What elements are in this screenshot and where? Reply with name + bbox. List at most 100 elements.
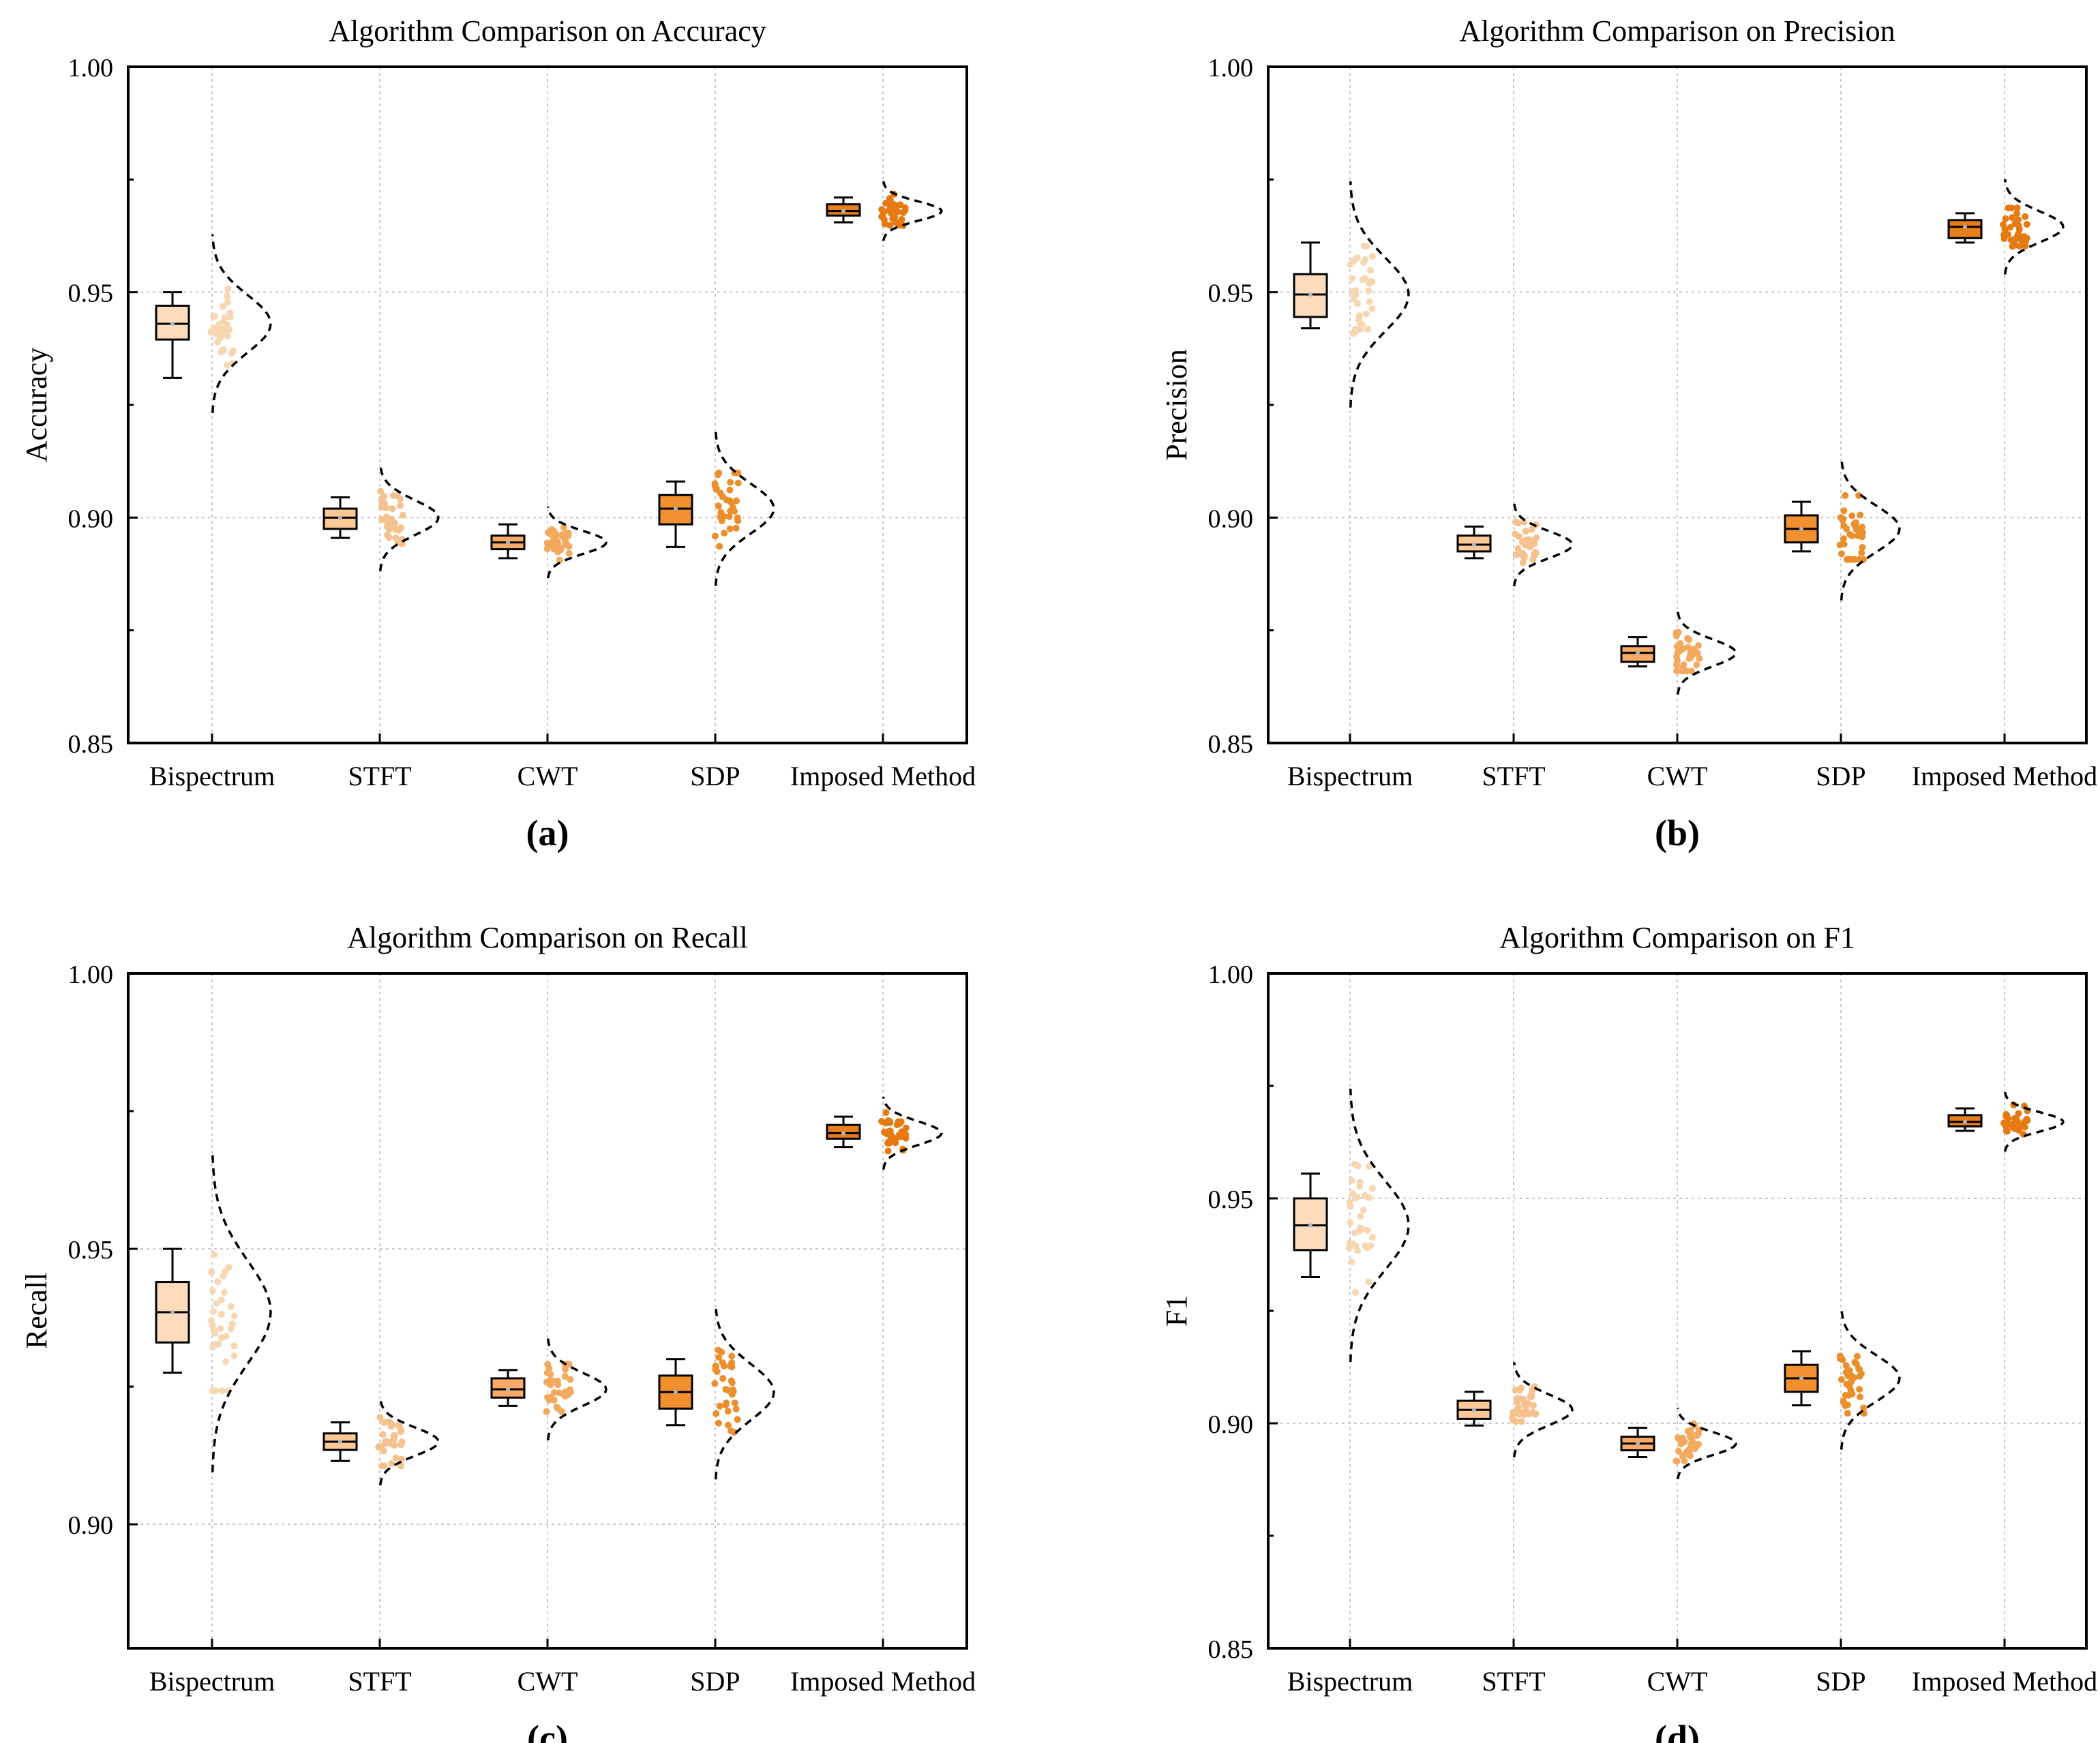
density-curve xyxy=(1676,611,1737,695)
scatter-point xyxy=(1842,1362,1850,1369)
density-curve xyxy=(882,1096,943,1170)
scatter-point xyxy=(209,1321,216,1329)
scatter-point xyxy=(1362,1242,1369,1249)
y-axis-label: Accuracy xyxy=(20,348,53,463)
scatter-point xyxy=(389,505,396,513)
x-tick-label: SDP xyxy=(690,761,740,791)
density-curve xyxy=(211,1152,272,1472)
mean-marker xyxy=(674,506,678,511)
scatter-point xyxy=(2002,1112,2010,1120)
scatter-point xyxy=(380,1462,388,1470)
y-tick-label: 0.95 xyxy=(68,279,114,308)
scatter-point xyxy=(1510,1408,1517,1416)
mean-marker xyxy=(841,209,845,213)
scatter-point xyxy=(230,1352,238,1360)
x-tick-label: CWT xyxy=(518,1666,578,1697)
scatter-point xyxy=(1511,530,1518,538)
scatter-point xyxy=(1856,1386,1863,1393)
scatter-point xyxy=(1840,1397,1847,1405)
x-tick-label: Imposed Method xyxy=(1912,1666,2097,1697)
scatter-point xyxy=(882,200,890,207)
scatter-point xyxy=(878,1117,886,1125)
scatter-point xyxy=(1850,1374,1858,1381)
scatter-point xyxy=(547,530,554,538)
scatter-point xyxy=(716,1402,723,1410)
scatter-point xyxy=(217,1324,224,1332)
scatter-point xyxy=(1352,1288,1360,1296)
mean-marker xyxy=(1308,1223,1312,1228)
y-axis-label: Precision xyxy=(1160,349,1193,461)
scatter-point xyxy=(2023,221,2030,228)
scatter-point xyxy=(888,1132,895,1139)
scatter-point xyxy=(722,1386,730,1393)
scatter-point xyxy=(1855,492,1863,500)
scatter-point xyxy=(1840,541,1848,548)
scatter-point xyxy=(230,1312,238,1320)
x-tick-label: CWT xyxy=(1647,761,1708,791)
panel-accuracy: Algorithm Comparison on Accuracy 0.85 0.90… xyxy=(20,14,976,853)
x-tick-label: Bispectrum xyxy=(1287,761,1413,791)
density-curve xyxy=(714,431,775,586)
scatter-point xyxy=(217,1334,225,1342)
scatter-point xyxy=(892,219,899,226)
scatter-point xyxy=(1858,549,1865,556)
scatter-point xyxy=(2020,1122,2027,1130)
scatter-point xyxy=(1529,556,1537,563)
scatter-point xyxy=(385,534,393,541)
scatter-point xyxy=(1857,1370,1865,1378)
density-curve xyxy=(378,464,440,572)
scatter-point xyxy=(222,1358,230,1365)
scatter-point xyxy=(220,346,227,353)
scatter-point xyxy=(1512,1418,1520,1425)
scatter-point xyxy=(1843,1380,1850,1388)
scatter-point xyxy=(728,1379,736,1386)
scatter-point xyxy=(219,326,226,333)
scatter-point xyxy=(1368,305,1376,312)
density-curve xyxy=(546,1338,608,1441)
x-tick-label: Bispectrum xyxy=(149,1666,275,1697)
scatter-point xyxy=(1361,1192,1368,1199)
plot-frame xyxy=(1267,65,2088,744)
scatter-point xyxy=(567,1386,574,1393)
scatter-point xyxy=(228,1320,236,1328)
scatter-point xyxy=(208,1269,215,1276)
scatter-point xyxy=(545,1365,553,1372)
plot-frame xyxy=(127,65,968,744)
scatter-point xyxy=(389,523,396,530)
scatter-point xyxy=(1857,1393,1864,1401)
scatter-point xyxy=(399,511,406,519)
scatter-point xyxy=(711,532,719,540)
scatter-point xyxy=(2007,237,2015,244)
scatter-point xyxy=(1353,299,1361,307)
y-tick-label: 0.90 xyxy=(1208,1410,1254,1439)
scatter-point xyxy=(720,513,728,520)
scatter-point xyxy=(561,1373,569,1380)
scatter-point xyxy=(2015,226,2023,233)
scatter-point xyxy=(219,303,226,310)
scatter-point xyxy=(1850,520,1858,528)
scatter-point xyxy=(1512,518,1519,526)
scatter-point xyxy=(380,1447,387,1455)
density-curve xyxy=(2003,1091,2065,1152)
scatter-point xyxy=(387,516,395,524)
scatter-point xyxy=(1352,287,1360,294)
x-tick-label: Bispectrum xyxy=(149,761,275,791)
scatter-point xyxy=(560,524,567,531)
scatter-point xyxy=(1349,275,1356,282)
scatter-point xyxy=(388,1421,395,1428)
x-tick-label: Imposed Method xyxy=(790,761,976,791)
scatter-point xyxy=(715,502,722,510)
scatter-point xyxy=(397,1441,405,1449)
scatter-point xyxy=(1686,1452,1694,1459)
scatter-point xyxy=(1693,661,1700,669)
scatter-point xyxy=(1518,539,1526,546)
scatter-point xyxy=(733,497,740,504)
scatter-point xyxy=(1685,1446,1693,1454)
density-curve xyxy=(546,506,608,579)
scatter-point xyxy=(1525,1410,1533,1418)
scatter-point xyxy=(388,1460,395,1468)
scatter-point xyxy=(726,525,734,532)
scatter-point xyxy=(550,1389,558,1397)
scatter-point xyxy=(1851,556,1859,563)
scatter-point xyxy=(718,1348,725,1356)
